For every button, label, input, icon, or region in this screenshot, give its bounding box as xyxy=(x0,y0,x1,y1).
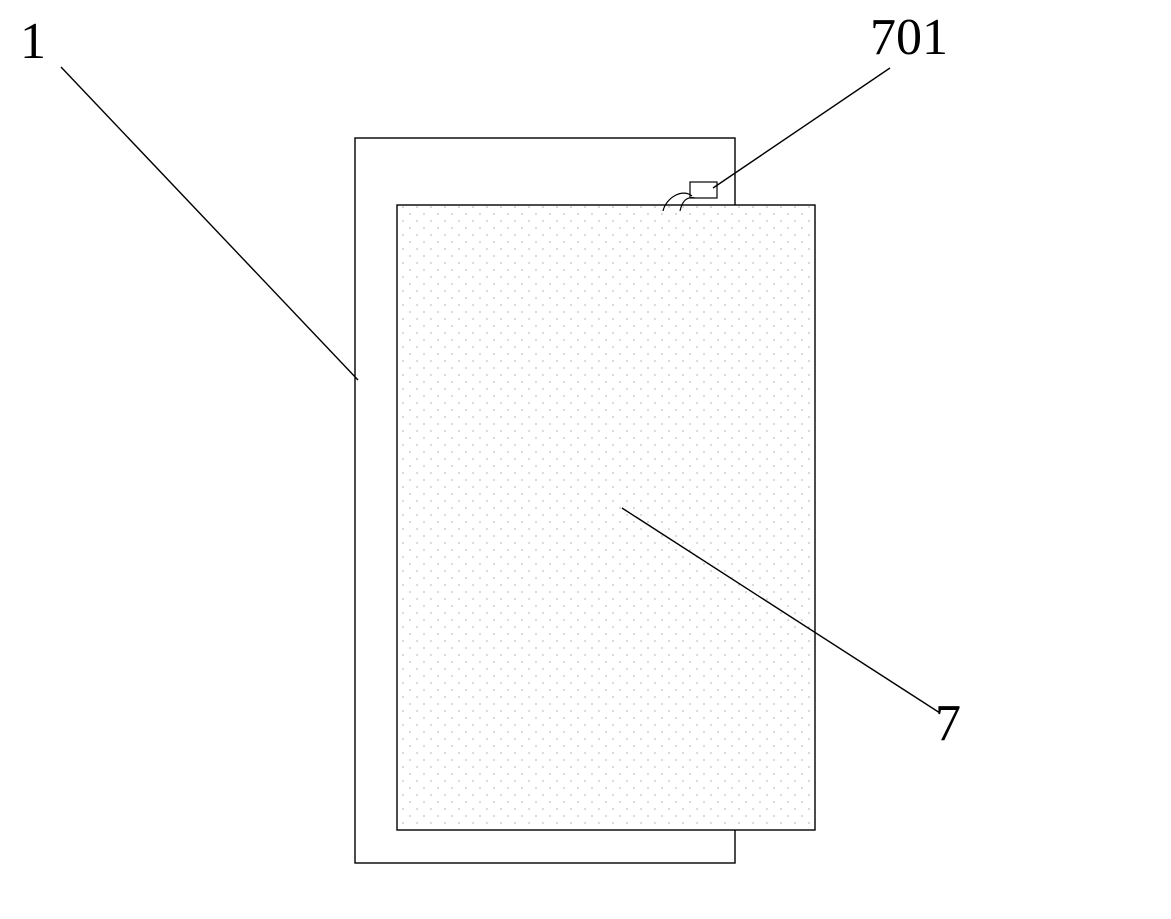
label-701: 701 xyxy=(870,8,948,67)
hatched-rect xyxy=(397,205,815,830)
diagram-svg xyxy=(0,0,1171,914)
callout-line-701 xyxy=(713,68,890,188)
connector-box xyxy=(690,182,717,198)
label-1: 1 xyxy=(20,12,46,71)
label-7: 7 xyxy=(935,694,961,753)
callout-line-1 xyxy=(61,67,358,380)
